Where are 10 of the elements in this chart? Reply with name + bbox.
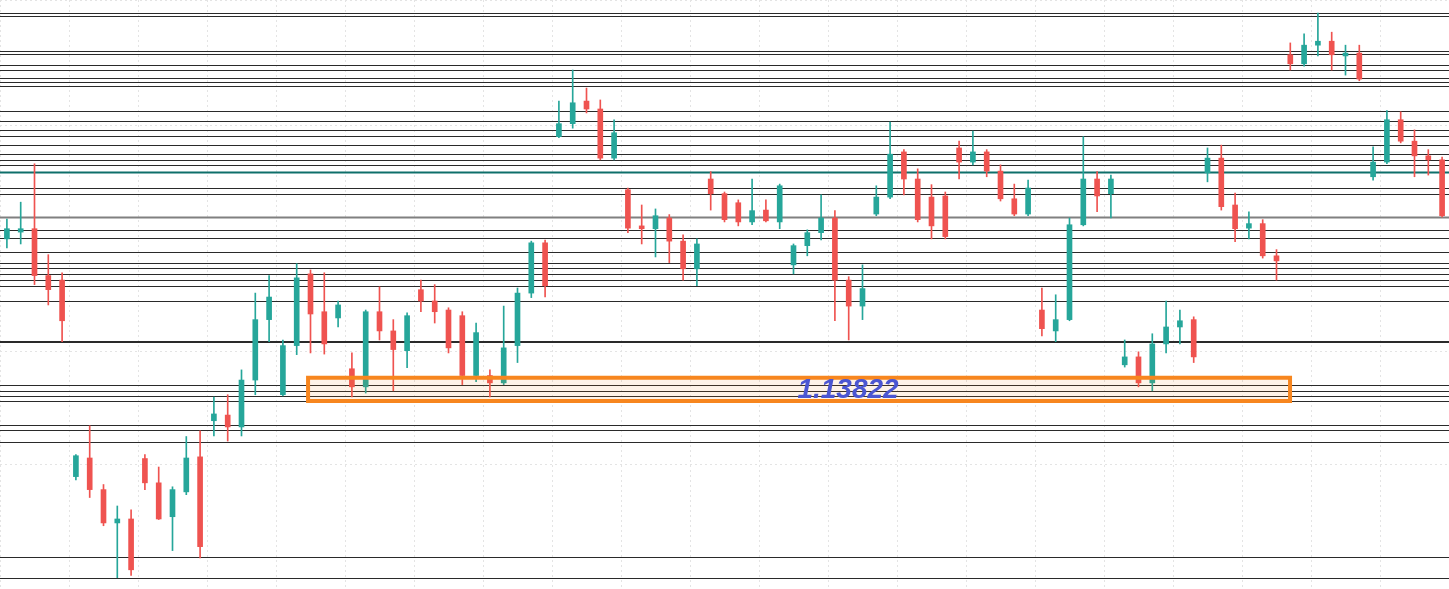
candlestick [224,394,231,442]
candlestick [1246,211,1252,240]
candlestick [211,396,217,437]
candlestick [638,204,645,245]
candlestick [1052,294,1059,342]
candlestick [114,505,121,579]
candlestick [1315,12,1321,57]
candlestick [17,201,24,245]
candlestick [1177,309,1183,345]
candlestick [1425,149,1432,176]
